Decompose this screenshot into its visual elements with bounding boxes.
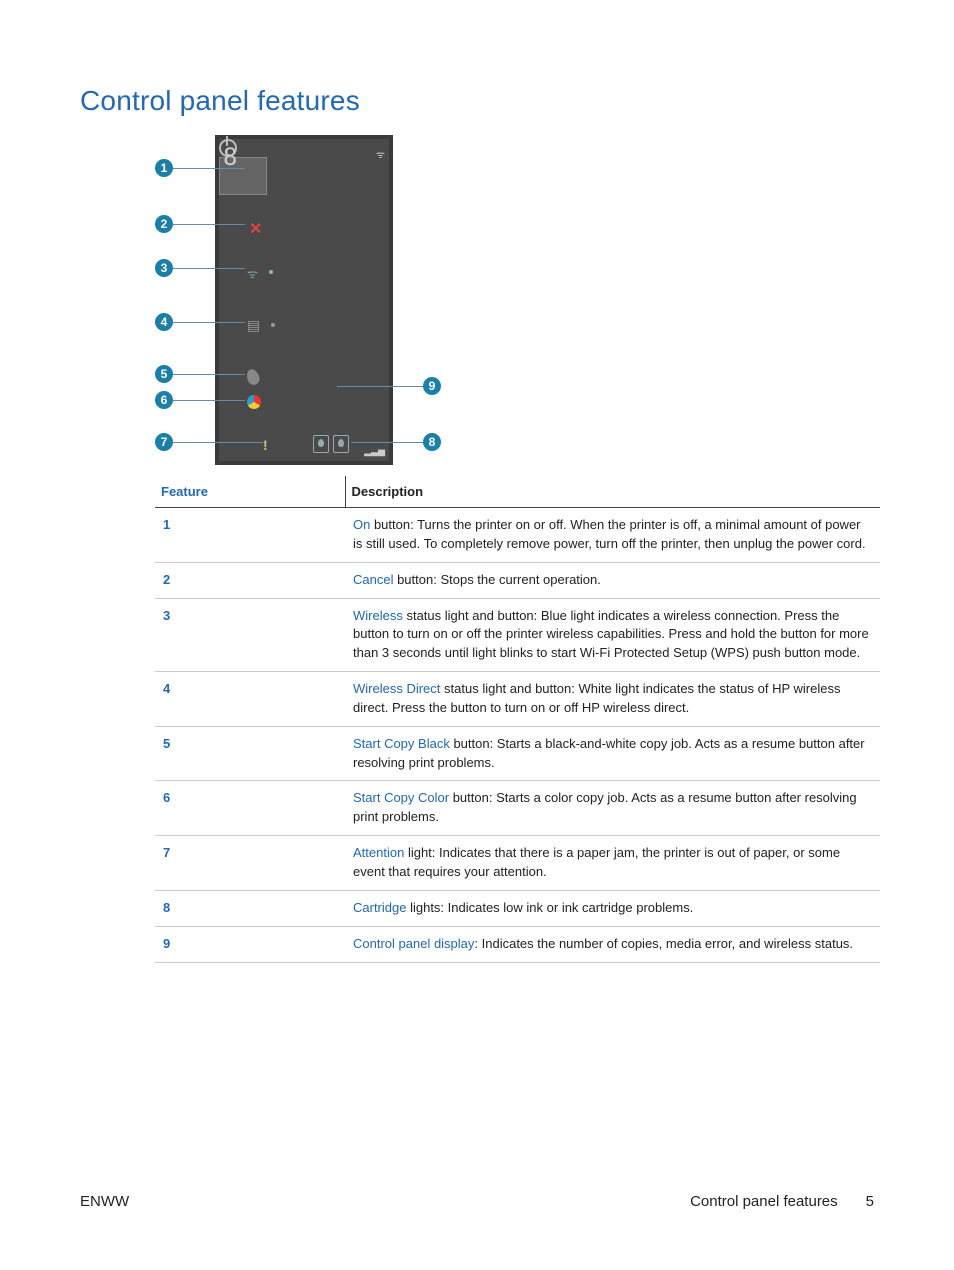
feature-term: Control panel display <box>353 936 474 951</box>
copy-black-icon <box>245 367 262 386</box>
feature-term: Cancel <box>353 572 393 587</box>
feature-description: Wireless Direct status light and button:… <box>345 672 880 727</box>
attention-icon: ! <box>263 437 268 453</box>
feature-term: Cartridge <box>353 900 406 915</box>
callout-badge: 7 <box>155 433 173 451</box>
table-row: 4Wireless Direct status light and button… <box>155 672 880 727</box>
page-title: Control panel features <box>80 85 874 117</box>
callout-badge: 4 <box>155 313 173 331</box>
table-row: 2Cancel button: Stops the current operat… <box>155 562 880 598</box>
column-header-description: Description <box>345 476 880 508</box>
printer-panel: ✕ ᯤ ▤ 8 ᯤ ▂▃▅ ! <box>215 135 393 465</box>
feature-number: 2 <box>155 562 345 598</box>
page-footer: ENWW Control panel features 5 <box>80 1193 874 1210</box>
display-digit: 8 <box>223 143 237 171</box>
feature-description: Wireless status light and button: Blue l… <box>345 598 880 672</box>
callout-badge: 8 <box>423 433 441 451</box>
feature-description: Cancel button: Stops the current operati… <box>345 562 880 598</box>
feature-description: On button: Turns the printer on or off. … <box>345 508 880 563</box>
footer-section: Control panel features <box>690 1193 838 1210</box>
table-row: 1On button: Turns the printer on or off.… <box>155 508 880 563</box>
wireless-direct-icon: ▤ <box>247 317 260 334</box>
cartridge-icon <box>333 435 349 453</box>
feature-term: Start Copy Black <box>353 736 450 751</box>
table-row: 7Attention light: Indicates that there i… <box>155 836 880 891</box>
callout-leader <box>351 442 423 443</box>
feature-description: Attention light: Indicates that there is… <box>345 836 880 891</box>
feature-number: 1 <box>155 508 345 563</box>
control-panel-diagram: ✕ ᯤ ▤ 8 ᯤ ▂▃▅ ! 1 2 3 4 5 6 7 8 9 <box>155 135 635 470</box>
wireless-icon: ᯤ <box>247 265 258 282</box>
copy-color-icon <box>247 395 261 409</box>
feature-description: Control panel display: Indicates the num… <box>345 926 880 962</box>
feature-number: 3 <box>155 598 345 672</box>
table-row: 8Cartridge lights: Indicates low ink or … <box>155 890 880 926</box>
feature-description: Cartridge lights: Indicates low ink or i… <box>345 890 880 926</box>
wireless-light-icon <box>269 270 273 274</box>
footer-page-number: 5 <box>866 1193 874 1210</box>
callout-leader <box>337 386 423 387</box>
feature-term: Wireless Direct <box>353 681 440 696</box>
footer-left: ENWW <box>80 1193 129 1210</box>
feature-number: 8 <box>155 890 345 926</box>
feature-term: Attention <box>353 845 404 860</box>
feature-number: 6 <box>155 781 345 836</box>
table-row: 6Start Copy Color button: Starts a color… <box>155 781 880 836</box>
cartridge-icon <box>313 435 329 453</box>
features-table: Feature Description 1On button: Turns th… <box>155 476 880 963</box>
feature-term: On <box>353 517 370 532</box>
callout-leader <box>173 322 245 323</box>
feature-description: Start Copy Black button: Starts a black-… <box>345 726 880 781</box>
table-row: 5Start Copy Black button: Starts a black… <box>155 726 880 781</box>
feature-term: Wireless <box>353 608 403 623</box>
feature-number: 7 <box>155 836 345 891</box>
callout-badge: 6 <box>155 391 173 409</box>
feature-number: 5 <box>155 726 345 781</box>
callout-badge: 5 <box>155 365 173 383</box>
callout-badge: 3 <box>155 259 173 277</box>
callout-leader <box>173 224 245 225</box>
callout-leader <box>173 442 263 443</box>
callout-badge: 2 <box>155 215 173 233</box>
feature-term: Start Copy Color <box>353 790 449 805</box>
callout-badge: 9 <box>423 377 441 395</box>
feature-number: 9 <box>155 926 345 962</box>
display-signal-icon: ▂▃▅ <box>364 446 385 457</box>
feature-number: 4 <box>155 672 345 727</box>
callout-leader <box>173 268 245 269</box>
feature-description: Start Copy Color button: Starts a color … <box>345 781 880 836</box>
table-row: 9Control panel display: Indicates the nu… <box>155 926 880 962</box>
callout-badge: 1 <box>155 159 173 177</box>
cancel-icon: ✕ <box>249 219 262 239</box>
callout-leader <box>173 400 245 401</box>
column-header-feature: Feature <box>155 476 345 508</box>
display-wifi-icon: ᯤ <box>376 147 385 161</box>
display-icon: 8 ᯤ ▂▃▅ <box>219 157 267 195</box>
callout-leader <box>173 168 245 169</box>
callout-leader <box>173 374 245 375</box>
wireless-direct-light-icon <box>271 323 275 327</box>
table-row: 3Wireless status light and button: Blue … <box>155 598 880 672</box>
